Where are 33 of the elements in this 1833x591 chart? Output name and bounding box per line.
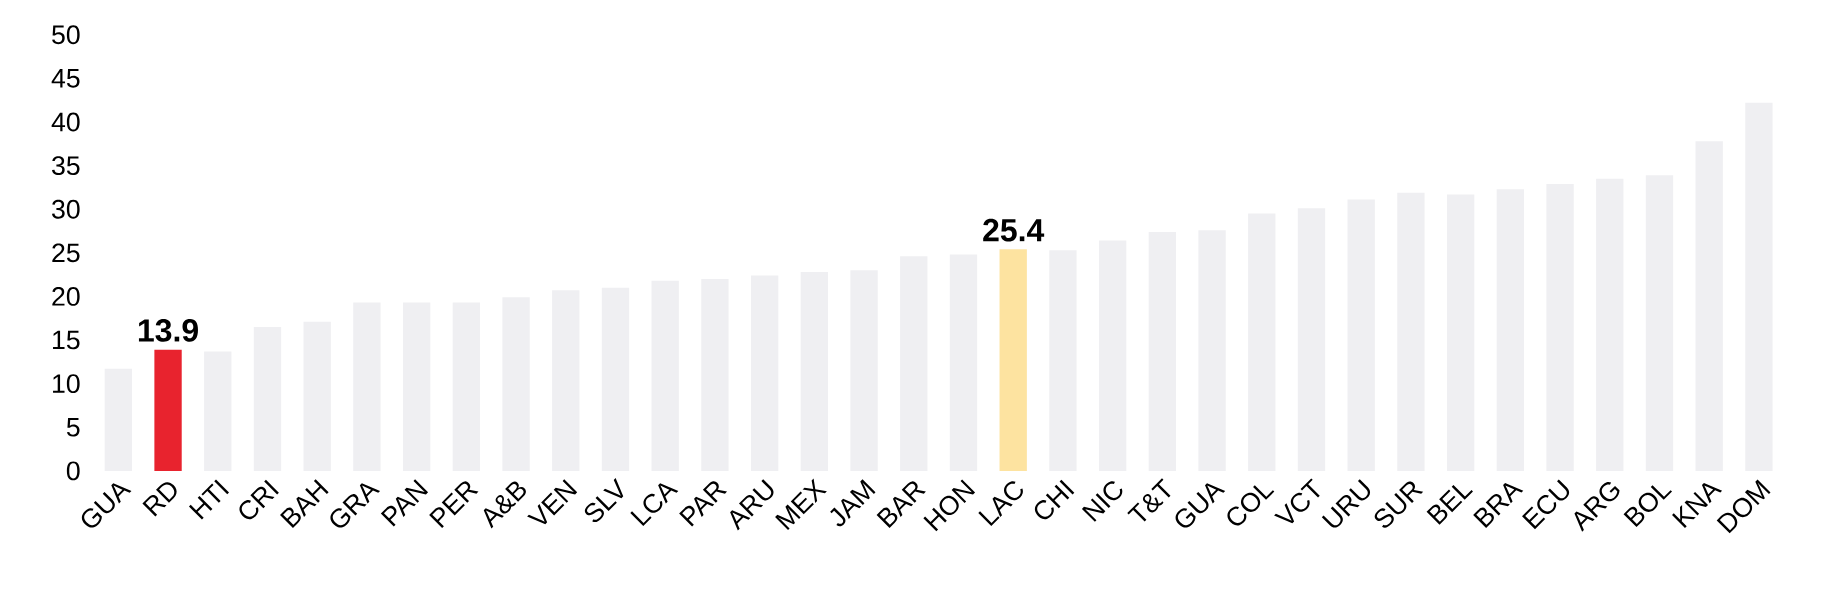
x-tick-label: RD [142, 482, 177, 517]
y-tick-label: 35 [52, 156, 80, 176]
y-tick-label: 30 [52, 199, 80, 219]
x-tick-label: T&T [1127, 478, 1171, 522]
x-tick-label: LAC [978, 481, 1023, 527]
y-tick-label: 20 [52, 287, 80, 306]
y-tick-label: 45 [51, 69, 80, 88]
x-tick-label: BOL [1623, 485, 1673, 528]
x-tick-label: NIC [1081, 481, 1123, 522]
y-tick-label: 40 [51, 112, 80, 132]
data-label: 25.4 [983, 218, 1045, 242]
y-tick-label: 0 [66, 461, 80, 481]
x-tick-label: VEN [527, 479, 578, 525]
x-tick-label: GUA [1175, 483, 1226, 528]
y-tick-label: 10 [53, 374, 80, 394]
bar [154, 349, 182, 471]
x-tick-label: COL [1227, 485, 1275, 526]
x-tick-label: VCT [1274, 478, 1320, 524]
x-tick-label: SLV [584, 478, 624, 523]
data-label: 13.9 [138, 319, 198, 342]
x-tick-label: GRA [330, 483, 381, 528]
y-tick-label: 25 [52, 243, 80, 263]
x-tick-label: LCA [630, 483, 679, 527]
x-tick-label: BRA [1473, 483, 1524, 528]
x-tick-label: CHI [1034, 479, 1075, 520]
x-tick-label: BEL [1426, 484, 1473, 525]
y-tick-label: 15 [53, 330, 80, 350]
x-tick-label: CRI [239, 479, 279, 520]
y-tick-label: 5 [66, 418, 80, 437]
y-tick-label: 50 [52, 25, 80, 45]
x-tick-label: GUA [81, 483, 132, 528]
bar [999, 249, 1027, 471]
x-tick-label: HTI [188, 479, 229, 520]
